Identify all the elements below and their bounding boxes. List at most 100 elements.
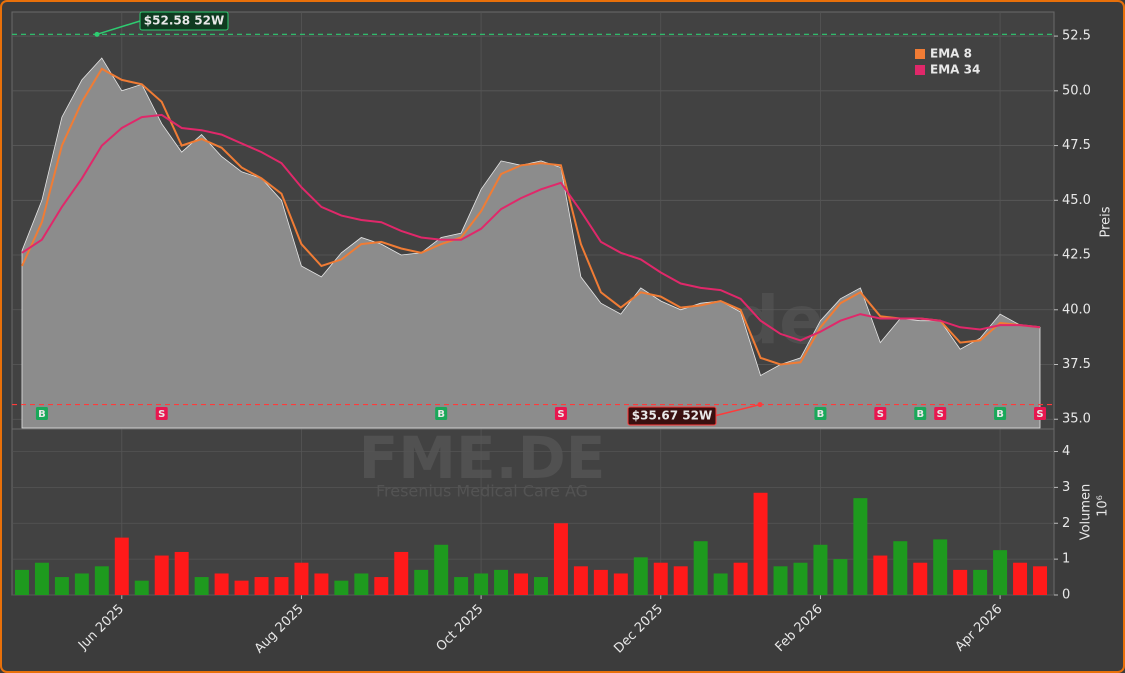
volume-bar	[54, 577, 69, 595]
signal-label: B	[817, 409, 825, 420]
annotation-arrowhead	[757, 402, 763, 408]
volume-bar	[434, 544, 449, 595]
volume-bar	[773, 566, 788, 595]
volume-bar	[733, 562, 748, 595]
company-watermark: Fresenius Medical Care AG	[376, 482, 588, 501]
signal-label: S	[158, 409, 165, 420]
signal-badge	[35, 407, 48, 420]
volume-bar	[514, 573, 529, 595]
volume-bar	[314, 573, 329, 595]
volume-bar	[553, 523, 568, 595]
y-tick-label: 2	[1062, 516, 1070, 531]
signal-label: B	[437, 409, 445, 420]
volume-bar	[853, 498, 868, 595]
y-tick-label: 1	[1062, 552, 1070, 567]
volume-bar	[893, 541, 908, 595]
volume-bar	[454, 577, 469, 595]
volume-bar	[633, 557, 648, 595]
y-tick-label: 52.5	[1062, 29, 1091, 44]
y-tick-label: 42.5	[1062, 248, 1091, 263]
volume-bar	[793, 562, 808, 595]
volume-bar	[94, 566, 109, 595]
y-tick-label: 3	[1062, 480, 1070, 495]
legend-label: EMA 8	[930, 47, 972, 61]
volume-bar	[174, 551, 189, 595]
signal-label: S	[557, 409, 564, 420]
signal-badge	[435, 407, 448, 420]
signal-badge	[914, 407, 927, 420]
volume-bar	[14, 569, 29, 595]
volume-bar	[74, 573, 89, 595]
signal-badge	[554, 407, 567, 420]
legend-swatch	[915, 49, 925, 59]
y-tick-label: 40.0	[1062, 302, 1091, 317]
signal-label: S	[1036, 409, 1043, 420]
legend-swatch	[915, 65, 925, 75]
signal-label: S	[877, 409, 884, 420]
signal-badge	[994, 407, 1007, 420]
y-tick-label: 0	[1062, 588, 1070, 603]
volume-bar	[114, 537, 129, 595]
y-tick-label: 37.5	[1062, 357, 1091, 372]
volume-bar	[274, 577, 289, 595]
y-tick-label: 50.0	[1062, 83, 1091, 98]
volume-bar	[813, 544, 828, 595]
signal-badge	[155, 407, 168, 420]
volume-bar	[913, 562, 928, 595]
volume-bar	[494, 569, 509, 595]
volume-bar	[294, 562, 309, 595]
volume-axis-label: Volumen	[1079, 484, 1094, 541]
volume-bar	[713, 573, 728, 595]
volume-bar	[354, 573, 369, 595]
volume-bar	[134, 580, 149, 595]
ticker-watermark: FME.DE	[359, 424, 606, 492]
signal-label: B	[38, 409, 46, 420]
annotation-label: $52.58 52W	[144, 14, 224, 28]
volume-bar	[573, 566, 588, 595]
volume-bar	[414, 569, 429, 595]
volume-bar	[993, 550, 1008, 595]
volume-bar	[234, 580, 249, 595]
y-tick-label: 4	[1062, 444, 1070, 459]
legend-label: EMA 34	[930, 63, 980, 77]
signal-label: S	[937, 409, 944, 420]
annotation-label: $35.67 52W	[632, 409, 712, 423]
volume-bar	[873, 555, 888, 595]
volume-bar	[474, 573, 489, 595]
ema-line	[21, 67, 1041, 366]
volume-bar	[593, 569, 608, 595]
volume-bar	[653, 562, 668, 595]
annotation-arrowhead	[94, 31, 100, 37]
volume-bar	[1013, 562, 1028, 595]
volume-bar	[334, 580, 349, 595]
volume-bar	[953, 569, 968, 595]
volume-bar	[753, 492, 768, 595]
signal-label: B	[916, 409, 924, 420]
volume-bar	[833, 559, 848, 595]
volume-bar	[693, 541, 708, 595]
y-axis-label: Preis	[1099, 206, 1114, 237]
volume-scale-label: 10⁶	[1096, 495, 1111, 517]
volume-bar	[34, 562, 49, 595]
volume-bar	[374, 577, 389, 595]
volume-bar	[154, 555, 169, 595]
volume-bar	[973, 569, 988, 595]
signal-badge	[874, 407, 887, 420]
annotation-arrow	[96, 20, 141, 36]
ema-line	[21, 113, 1041, 342]
volume-bar	[214, 573, 229, 595]
signal-badge	[934, 407, 947, 420]
annotation-arrow	[713, 403, 761, 417]
annotation-box	[139, 11, 229, 31]
volume-bar	[394, 551, 409, 595]
volume-bar	[673, 566, 688, 595]
y-tick-label: 35.0	[1062, 412, 1091, 427]
signal-badge	[814, 407, 827, 420]
y-tick-label: 47.5	[1062, 138, 1091, 153]
volume-bar	[613, 573, 628, 595]
volume-bar	[933, 539, 948, 595]
signal-label: B	[996, 409, 1004, 420]
signal-badge	[1034, 407, 1047, 420]
volume-bar	[194, 577, 209, 595]
